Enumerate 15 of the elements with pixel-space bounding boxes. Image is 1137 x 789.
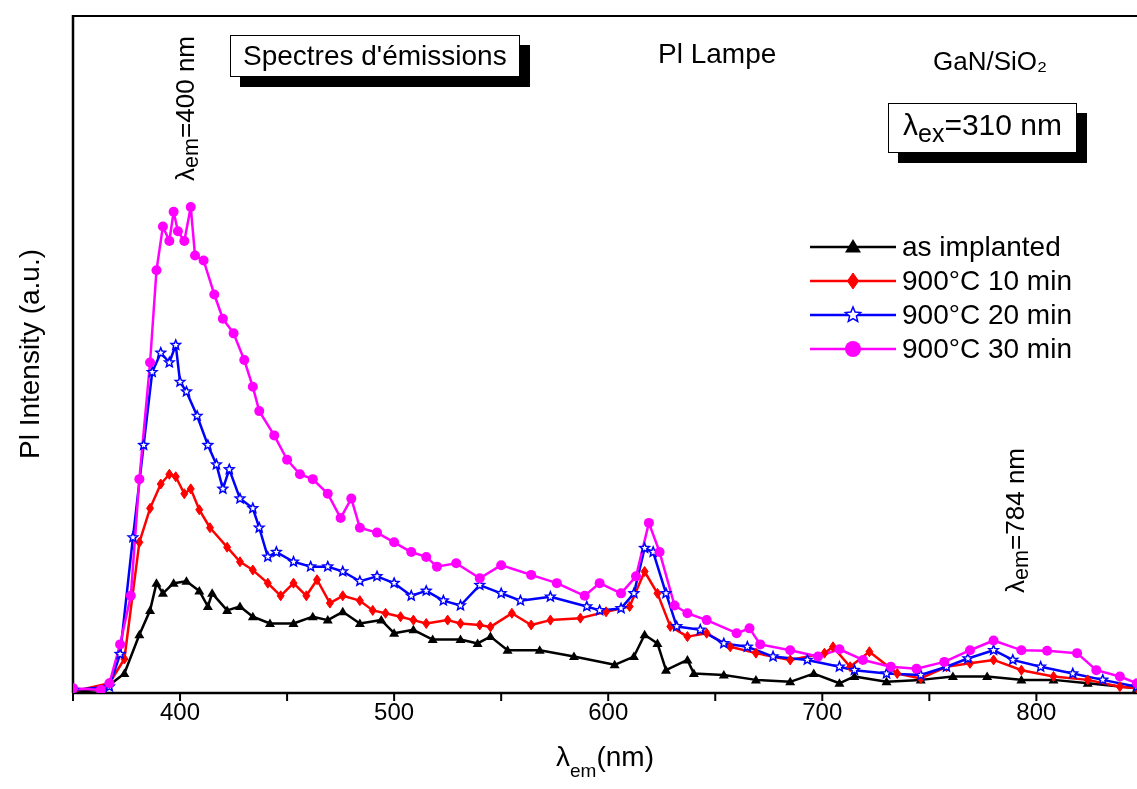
y-axis-title: Pl Intensity (a.u.) — [14, 248, 45, 460]
text: λ$_{ex}$=310 nm — [888, 103, 1077, 153]
chart-subtitle: Pl Lampe — [658, 38, 777, 70]
x-tick-label: 400 — [160, 698, 201, 726]
legend-label: as implanted — [902, 231, 1061, 263]
legend-label: 900°C 10 min — [902, 265, 1072, 297]
x-tick-label: 500 — [374, 698, 415, 726]
chart-title: Spectres d'émissions — [230, 35, 520, 77]
x-tick-label: 800 — [1016, 698, 1057, 726]
text: GaN/SiO₂ — [933, 46, 1048, 77]
x-tick-label: 700 — [802, 698, 843, 726]
x-axis-title: λ$_{em}$(nm) — [556, 741, 654, 781]
legend-label: 900°C 20 min — [902, 299, 1072, 331]
x-tick-label: 600 — [588, 698, 629, 726]
legend-label: 900°C 30 min — [902, 333, 1072, 365]
